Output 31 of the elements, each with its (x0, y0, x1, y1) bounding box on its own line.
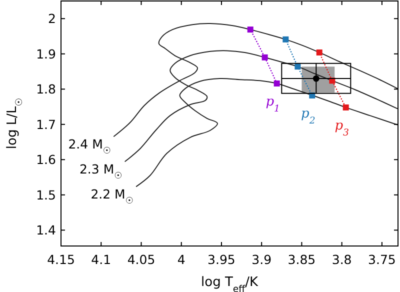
x-tick-label: 3.85 (288, 252, 316, 267)
x-tick-label: 4.05 (127, 252, 156, 267)
x-tick-label: 3.9 (252, 252, 272, 267)
y-tick-label: 1.5 (36, 187, 56, 202)
y-tick-label: 1.9 (36, 46, 56, 62)
point (247, 26, 254, 33)
point (342, 104, 349, 110)
x-tick-label: 3.75 (368, 252, 396, 267)
point (312, 75, 320, 82)
series-label: p$_{2}$ (301, 106, 316, 126)
point (316, 49, 322, 56)
point (262, 54, 268, 60)
y-tick-label: 1.4 (36, 222, 56, 238)
series-label: 2.2 M$_{☉}$ (90, 186, 134, 206)
x-tick-label: 4 (177, 252, 186, 267)
x-tick-label: 3.8 (332, 252, 352, 267)
series-label: 2.4 M$_{☉}$ (68, 136, 111, 156)
x-axis-title: log T$_{eff}$/K (201, 275, 258, 292)
x-tick-label: 3.95 (208, 252, 236, 267)
point (282, 36, 289, 42)
series-label: 2.3 M$_{☉}$ (79, 161, 122, 182)
point (294, 64, 301, 70)
y-tick-label: 2 (48, 11, 56, 26)
series-label: p$_{1}$ (266, 94, 280, 114)
point (274, 80, 280, 86)
y-tick-label: 1.8 (36, 82, 56, 97)
x-tick-label: 4.1 (91, 252, 112, 267)
y-tick-label: 1.6 (36, 152, 56, 168)
series-label: p$_{3}$ (334, 118, 350, 138)
y-tick-label: 1.7 (36, 116, 56, 132)
x-tick-label: 4.15 (47, 252, 75, 267)
